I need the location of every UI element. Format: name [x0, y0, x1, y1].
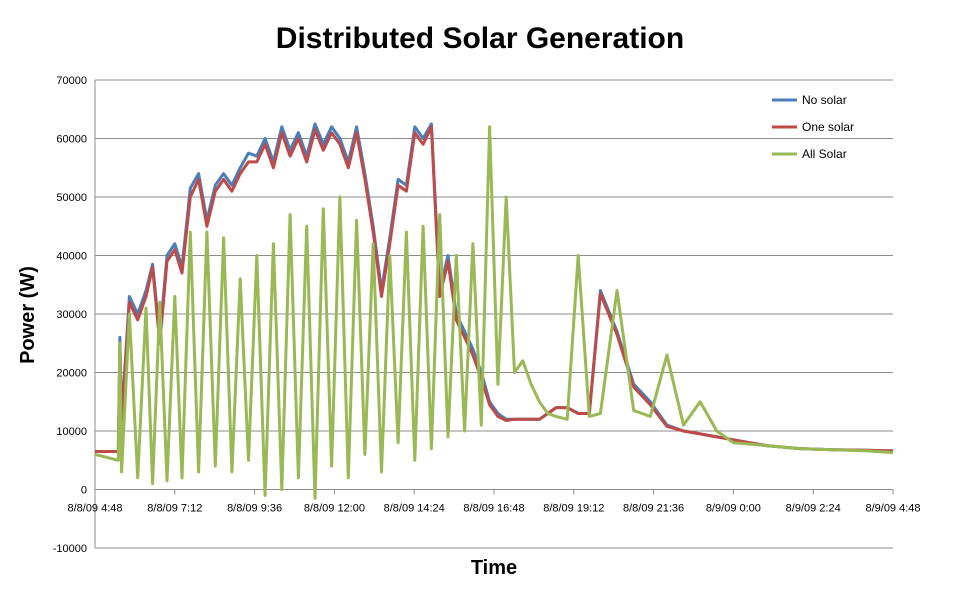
x-tick-label: 8/8/09 4:48 [67, 503, 122, 515]
legend-label-2: All Solar [802, 147, 847, 161]
legend-label-0: No solar [802, 93, 847, 107]
x-tick-label: 8/8/09 16:48 [463, 503, 524, 515]
x-tick-label: 8/8/09 12:00 [304, 503, 365, 515]
x-tick-label: 8/8/09 21:36 [623, 503, 684, 515]
x-tick-label: 8/8/09 7:12 [147, 503, 202, 515]
y-tick-label: 40000 [56, 251, 87, 263]
series-line-2 [94, 125, 894, 500]
x-tick-label: 8/9/09 0:00 [706, 503, 761, 515]
x-tick-label: 8/8/09 19:12 [543, 503, 604, 515]
chart-title: Distributed Solar Generation [276, 22, 684, 55]
series-layer [94, 122, 894, 500]
y-tick-label: 70000 [56, 75, 87, 87]
series-line-1 [95, 125, 894, 453]
grid-layer [95, 79, 893, 549]
y-tick-label: -10000 [53, 543, 87, 555]
x-tick-label: 8/9/09 2:24 [786, 503, 841, 515]
axis-layer: 70000 60000 50000 40000 30000 20000 10000 0 -100… [53, 75, 921, 555]
y-axis-title: Power (W) [17, 266, 39, 364]
y-tick-label: 30000 [56, 309, 87, 321]
y-tick-label: 50000 [56, 192, 87, 204]
y-tick-label: 10000 [56, 426, 87, 438]
x-axis-title: Time [471, 557, 517, 579]
legend: No solar One solar All Solar [772, 93, 854, 161]
legend-label-1: One solar [802, 120, 854, 134]
y-tick-label: 60000 [56, 134, 87, 146]
y-tick-label: 0 [81, 485, 87, 497]
y-tick-label: 20000 [56, 368, 87, 380]
x-tick-label: 8/8/09 9:36 [227, 503, 282, 515]
x-tick-label: 8/8/09 14:24 [384, 503, 445, 515]
x-tick-label: 8/9/09 4:48 [865, 503, 920, 515]
